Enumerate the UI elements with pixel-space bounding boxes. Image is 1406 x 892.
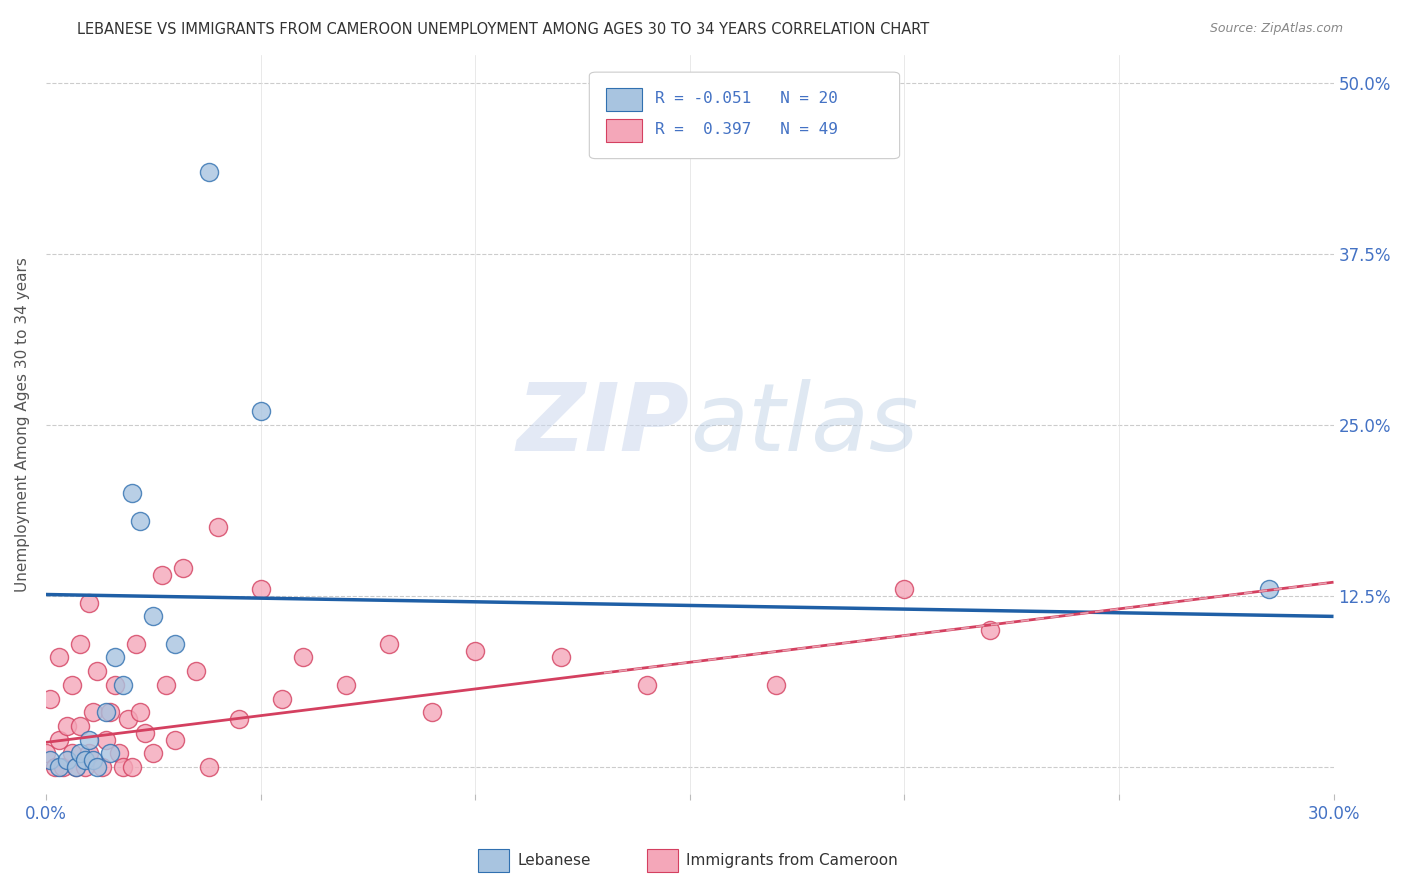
Point bbox=[60, 678, 83, 692]
Point bbox=[77, 732, 100, 747]
Point bbox=[86, 760, 108, 774]
Point bbox=[893, 582, 915, 596]
Point bbox=[48, 732, 70, 747]
Point bbox=[765, 678, 787, 692]
FancyBboxPatch shape bbox=[606, 88, 643, 111]
Point bbox=[104, 650, 127, 665]
Point bbox=[56, 753, 79, 767]
Point bbox=[65, 760, 87, 774]
Point bbox=[155, 678, 177, 692]
Point bbox=[249, 582, 271, 596]
Point bbox=[979, 623, 1001, 637]
Point bbox=[550, 650, 572, 665]
Point bbox=[98, 747, 121, 761]
Point bbox=[35, 747, 58, 761]
Point bbox=[198, 760, 221, 774]
Y-axis label: Unemployment Among Ages 30 to 34 years: Unemployment Among Ages 30 to 34 years bbox=[15, 257, 30, 592]
Point bbox=[104, 678, 127, 692]
Point bbox=[163, 637, 186, 651]
Point bbox=[292, 650, 315, 665]
Point bbox=[125, 637, 148, 651]
Point bbox=[207, 520, 229, 534]
Point bbox=[39, 691, 62, 706]
Point bbox=[48, 650, 70, 665]
Point bbox=[86, 664, 108, 678]
Point bbox=[60, 747, 83, 761]
Point bbox=[73, 753, 96, 767]
Text: Source: ZipAtlas.com: Source: ZipAtlas.com bbox=[1209, 22, 1343, 36]
Point bbox=[94, 732, 117, 747]
Point bbox=[198, 164, 221, 178]
Point bbox=[52, 760, 75, 774]
Text: Lebanese: Lebanese bbox=[517, 854, 591, 868]
Point bbox=[98, 705, 121, 719]
Point bbox=[69, 719, 91, 733]
Text: R =  0.397   N = 49: R = 0.397 N = 49 bbox=[655, 122, 838, 137]
Point bbox=[112, 678, 135, 692]
Point bbox=[163, 732, 186, 747]
Point bbox=[112, 760, 135, 774]
Point bbox=[129, 514, 152, 528]
Point bbox=[142, 747, 165, 761]
Point bbox=[172, 561, 194, 575]
Point bbox=[121, 486, 143, 500]
Point bbox=[150, 568, 173, 582]
Point bbox=[69, 747, 91, 761]
Point bbox=[82, 705, 104, 719]
FancyBboxPatch shape bbox=[606, 120, 643, 142]
Point bbox=[90, 760, 112, 774]
Point bbox=[121, 760, 143, 774]
Text: Immigrants from Cameroon: Immigrants from Cameroon bbox=[686, 854, 898, 868]
Point bbox=[65, 760, 87, 774]
Point bbox=[249, 404, 271, 418]
Point bbox=[335, 678, 357, 692]
Point bbox=[73, 760, 96, 774]
Text: atlas: atlas bbox=[690, 379, 918, 470]
Point bbox=[636, 678, 658, 692]
Point bbox=[94, 705, 117, 719]
Point bbox=[464, 643, 486, 657]
Point bbox=[142, 609, 165, 624]
Text: ZIP: ZIP bbox=[517, 379, 690, 471]
FancyBboxPatch shape bbox=[589, 72, 900, 159]
Point bbox=[44, 760, 66, 774]
Point bbox=[186, 664, 208, 678]
Point bbox=[134, 725, 156, 739]
Point bbox=[129, 705, 152, 719]
Point bbox=[39, 753, 62, 767]
Point bbox=[82, 753, 104, 767]
Point bbox=[1258, 582, 1281, 596]
Point bbox=[77, 596, 100, 610]
Point bbox=[420, 705, 443, 719]
Text: LEBANESE VS IMMIGRANTS FROM CAMEROON UNEMPLOYMENT AMONG AGES 30 TO 34 YEARS CORR: LEBANESE VS IMMIGRANTS FROM CAMEROON UNE… bbox=[77, 22, 929, 37]
Point bbox=[69, 637, 91, 651]
Point bbox=[228, 712, 250, 726]
Text: R = -0.051   N = 20: R = -0.051 N = 20 bbox=[655, 91, 838, 106]
Point bbox=[378, 637, 401, 651]
Point bbox=[56, 719, 79, 733]
Point bbox=[48, 760, 70, 774]
Point bbox=[108, 747, 131, 761]
Point bbox=[77, 747, 100, 761]
Point bbox=[117, 712, 139, 726]
Point bbox=[271, 691, 294, 706]
